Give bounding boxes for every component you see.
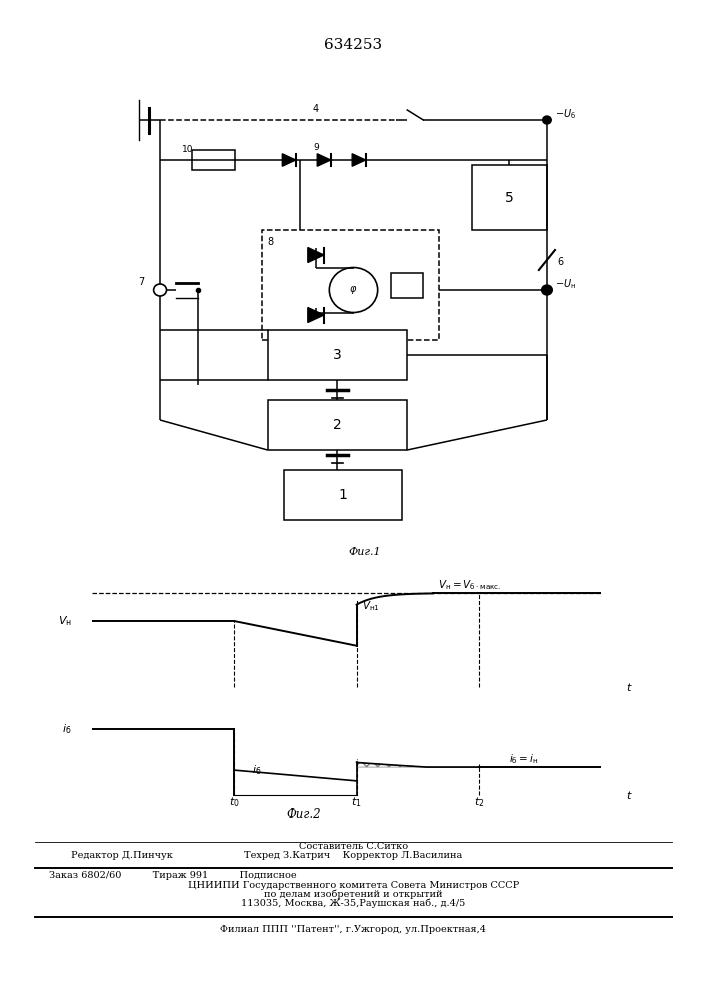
Text: Составитель С.Ситко: Составитель С.Ситко [299,842,408,851]
Text: ЦНИИПИ Государственного комитета Совета Министров СССР: ЦНИИПИ Государственного комитета Совета … [188,881,519,890]
Text: $i_{\rm б}$: $i_{\rm б}$ [62,722,71,736]
Text: $t_0$: $t_0$ [229,795,240,809]
Text: $V_{\rm н}=V_{\rm б\cdot макс.}$: $V_{\rm н}=V_{\rm б\cdot макс.}$ [438,578,501,592]
Text: $t_2$: $t_2$ [474,795,484,809]
Polygon shape [308,247,324,262]
Text: 634253: 634253 [325,38,382,52]
Bar [267,400,407,450]
Bar [284,470,402,520]
Bar [267,330,407,380]
Text: $-U_{\rm н}$: $-U_{\rm н}$ [555,277,576,291]
Text: $i_{\rm б}$: $i_{\rm б}$ [252,763,262,777]
Text: 1: 1 [339,488,347,502]
Text: Заказ 6802/60          Тираж 991          Подписное: Заказ 6802/60 Тираж 991 Подписное [49,871,297,880]
Text: Редактор Д.Пинчук: Редактор Д.Пинчук [71,851,173,860]
Polygon shape [308,308,324,322]
Polygon shape [282,154,296,166]
Bar [262,230,440,340]
Text: 3: 3 [333,348,341,362]
Text: 7: 7 [139,277,145,287]
Text: 9: 9 [313,143,319,152]
Text: Техред З.Катрич    Корректор Л.Василина: Техред З.Катрич Корректор Л.Василина [245,851,462,860]
Text: $-U_{\rm б}$: $-U_{\rm б}$ [555,107,576,121]
Text: 10: 10 [182,145,193,154]
Bar [192,150,235,170]
Text: $\varphi$: $\varphi$ [349,284,358,296]
Text: $V_{\rm н1}$: $V_{\rm н1}$ [362,600,380,613]
Text: Фиг.1: Фиг.1 [348,547,380,557]
Text: $i_{\rm б}=i_{\rm н}$: $i_{\rm б}=i_{\rm н}$ [509,752,539,766]
Text: по делам изобретений и открытий: по делам изобретений и открытий [264,890,443,899]
Text: 5: 5 [505,190,514,205]
Text: 2: 2 [333,418,341,432]
Text: 4: 4 [312,104,319,114]
Circle shape [542,285,552,295]
Text: 6: 6 [558,257,563,267]
Text: 113035, Москва, Ж-35,Раушская наб., д.4/5: 113035, Москва, Ж-35,Раушская наб., д.4/… [241,898,466,908]
Circle shape [543,116,551,124]
Bar [391,272,423,298]
Text: $t_1$: $t_1$ [351,795,362,809]
Text: 8: 8 [267,237,274,247]
Polygon shape [352,154,366,166]
Text: $V_{\rm н}$: $V_{\rm н}$ [57,614,71,628]
Text: Фиг.2: Фиг.2 [287,808,321,821]
Polygon shape [317,154,331,166]
Text: Филиал ППП ''Патент'', г.Ужгород, ул.Проектная,4: Филиал ППП ''Патент'', г.Ужгород, ул.Про… [221,925,486,934]
Text: $t$: $t$ [626,681,633,693]
Text: $t$: $t$ [626,789,633,801]
Bar [472,165,547,230]
